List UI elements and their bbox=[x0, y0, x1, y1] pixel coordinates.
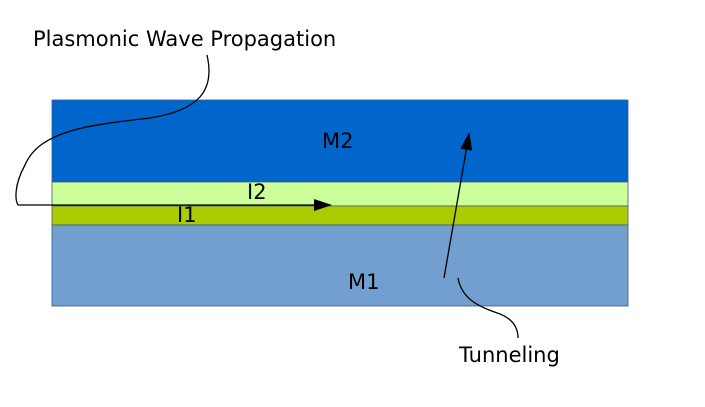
i2-label: I2 bbox=[247, 180, 267, 204]
layer-i1 bbox=[51, 205, 629, 226]
m2-label: M2 bbox=[322, 129, 353, 153]
tunneling-callout-curve bbox=[457, 277, 519, 339]
layer-m1 bbox=[51, 224, 629, 307]
propagation-callout-curve bbox=[15, 54, 210, 206]
layer-m2 bbox=[51, 99, 629, 183]
layer-i2 bbox=[51, 181, 629, 207]
tunneling-arrow bbox=[443, 132, 473, 279]
m1-label: M1 bbox=[348, 270, 379, 294]
propagation-label: Plasmonic Wave Propagation bbox=[33, 27, 336, 51]
tunneling-label: Tunneling bbox=[458, 343, 560, 367]
i1-label: I1 bbox=[177, 203, 197, 227]
